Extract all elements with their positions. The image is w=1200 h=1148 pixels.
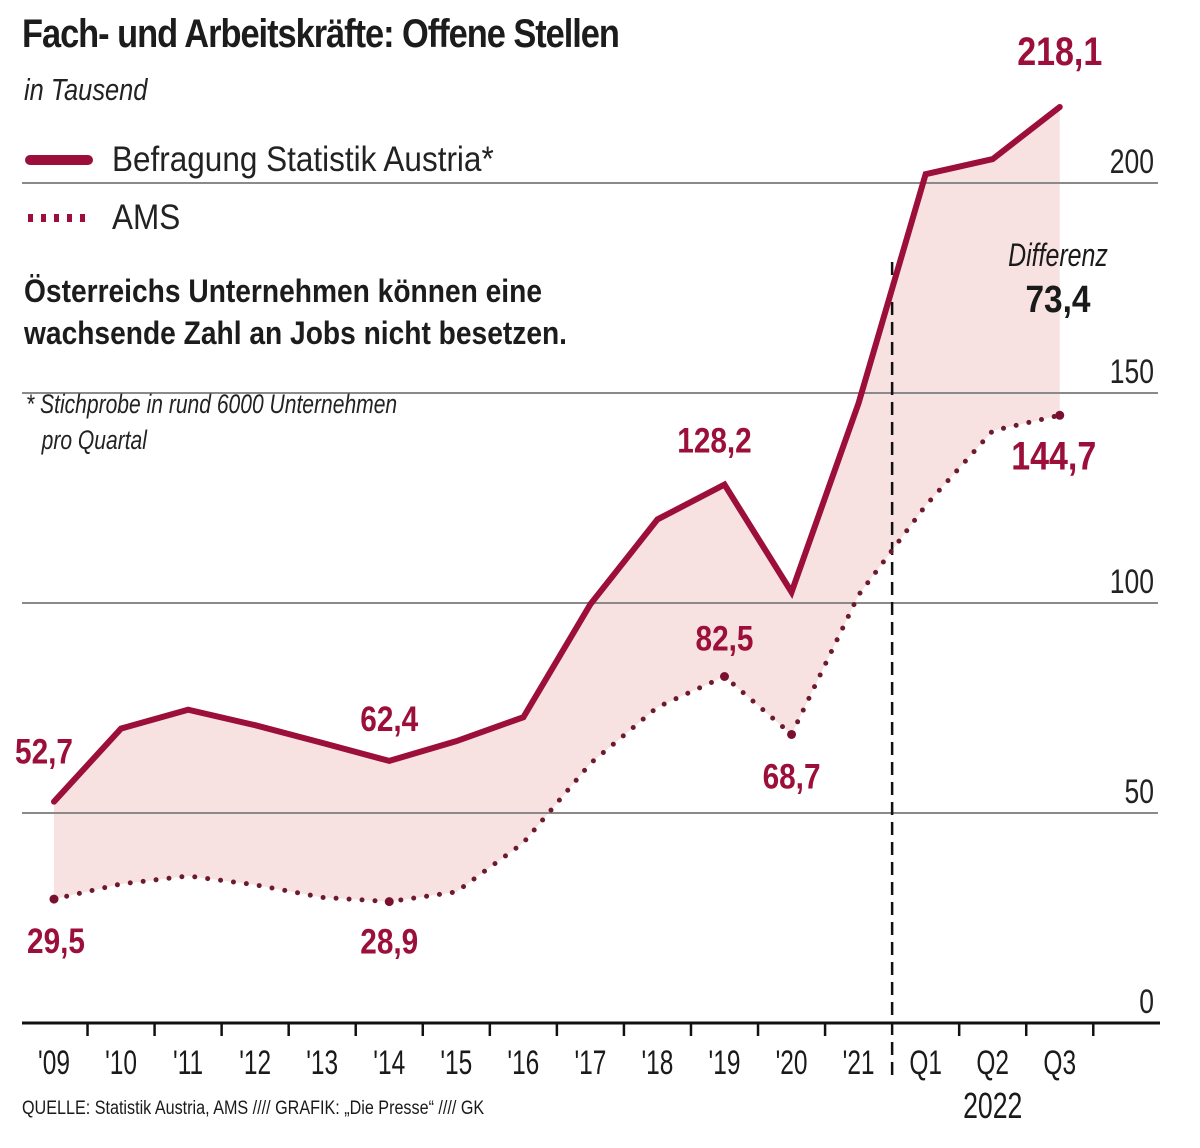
x-group-label: 2022 xyxy=(963,1085,1022,1126)
legend-label: AMS xyxy=(112,198,181,237)
chart-note: Österreichs Unternehmen können eine wach… xyxy=(24,270,567,354)
x-tick-label: Q3 xyxy=(1043,1044,1076,1082)
data-label: 28,9 xyxy=(360,922,418,961)
y-tick-label: 100 xyxy=(1110,563,1154,601)
x-tick-label: Q1 xyxy=(909,1044,942,1082)
source-credit: QUELLE: Statistik Austria, AMS //// GRAF… xyxy=(22,1098,485,1119)
point-ams xyxy=(384,897,394,907)
x-tick-label: '17 xyxy=(574,1044,606,1082)
x-tick-label: '10 xyxy=(105,1044,137,1082)
series-line-ams xyxy=(51,412,1063,905)
gridlines-layer: 0 50 100 150 200 xyxy=(22,143,1158,1021)
y-tick-label: 50 xyxy=(1124,773,1154,811)
difference-value: 73,4 xyxy=(1025,278,1090,320)
chart-subtitle: in Tausend xyxy=(24,72,148,107)
x-tick-label: '19 xyxy=(709,1044,741,1082)
chart-title: Fach- und Arbeitskräfte: Offene Stellen xyxy=(22,12,620,56)
footnote: * Stichprobe in rund 6000 Unternehmen pr… xyxy=(26,386,397,458)
x-axis-layer: '09 '10 '11 '12 '13 '14 '15 '16 '17 '18 '19 '20 '21 Q… xyxy=(22,262,1160,1126)
y-tick-label: 200 xyxy=(1110,143,1154,181)
y-tick-label: 0 xyxy=(1139,983,1154,1021)
series-line-statistik-austria xyxy=(51,103,1063,805)
x-tick-label: '14 xyxy=(373,1044,405,1082)
solid-line-swatch-icon xyxy=(25,155,93,165)
data-label: 218,1 xyxy=(1017,28,1102,73)
legend-label: Befragung Statistik Austria* xyxy=(112,140,494,179)
series-layer xyxy=(49,103,1065,907)
footnote-line-2: pro Quartal xyxy=(41,425,147,455)
point-ams xyxy=(787,729,797,739)
data-label: 68,7 xyxy=(763,757,821,796)
x-tick-label: '15 xyxy=(440,1044,472,1082)
difference-area-layer xyxy=(54,106,1060,902)
x-tick-label: '12 xyxy=(239,1044,271,1082)
x-tick-label: '16 xyxy=(507,1044,539,1082)
point-ams xyxy=(1055,410,1065,420)
point-ams xyxy=(720,672,729,681)
y-tick-label: 150 xyxy=(1110,353,1154,391)
data-label: 62,4 xyxy=(360,700,418,739)
difference-area xyxy=(54,106,1060,902)
note-line-1: Österreichs Unternehmen können eine xyxy=(24,273,542,309)
point-ams xyxy=(49,894,59,904)
x-tick-label: '11 xyxy=(173,1044,203,1082)
legend-item-statistik-austria: Befragung Statistik Austria* xyxy=(24,140,536,180)
x-tick-label: Q2 xyxy=(976,1044,1009,1082)
dotted-line-swatch-icon xyxy=(28,214,90,222)
x-tick-label: '20 xyxy=(776,1044,808,1082)
legend-item-ams: AMS xyxy=(24,198,188,238)
x-tick-label: '21 xyxy=(843,1044,875,1082)
data-label: 52,7 xyxy=(15,732,73,771)
note-line-2: wachsende Zahl an Jobs nicht besetzen. xyxy=(24,315,568,351)
data-label: 29,5 xyxy=(27,922,85,961)
data-label: 128,2 xyxy=(677,421,751,460)
difference-label: Differenz xyxy=(1008,238,1108,274)
x-tick-label: '13 xyxy=(306,1044,338,1082)
x-tick-label: '18 xyxy=(642,1044,674,1082)
footnote-line-1: * Stichprobe in rund 6000 Unternehmen xyxy=(26,389,398,419)
data-labels-layer: 52,7 62,4 128,2 218,1 29,5 28,9 82,5 68,7 144,7 D… xyxy=(15,28,1108,961)
data-label: 144,7 xyxy=(1011,433,1096,478)
data-label: 82,5 xyxy=(696,619,754,658)
x-tick-label: '09 xyxy=(38,1044,70,1082)
